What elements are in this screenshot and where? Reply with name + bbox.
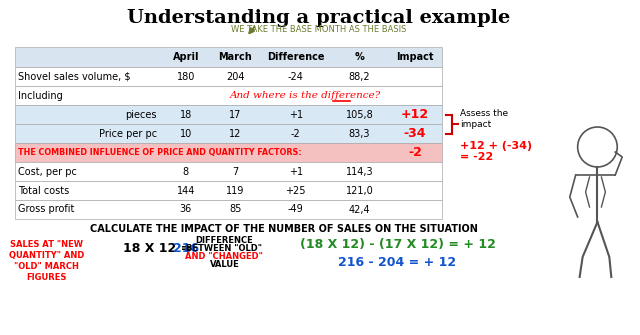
Text: 216 - 204 = + 12: 216 - 204 = + 12: [339, 256, 456, 269]
Text: = -22: = -22: [460, 152, 493, 162]
Text: April: April: [173, 52, 199, 62]
FancyBboxPatch shape: [15, 181, 442, 200]
Text: 10: 10: [180, 129, 192, 138]
Text: Understanding a practical example: Understanding a practical example: [127, 9, 510, 27]
Text: 17: 17: [229, 110, 241, 120]
Text: 114,3: 114,3: [346, 166, 373, 177]
FancyBboxPatch shape: [15, 143, 442, 162]
Text: +25: +25: [285, 186, 306, 196]
FancyBboxPatch shape: [15, 105, 442, 124]
Text: Gross profit: Gross profit: [17, 204, 74, 214]
Text: 105,8: 105,8: [346, 110, 373, 120]
Text: pieces: pieces: [125, 110, 157, 120]
Text: 42,4: 42,4: [349, 204, 371, 214]
Text: BETWEEN "OLD": BETWEEN "OLD": [186, 244, 262, 253]
Text: -24: -24: [288, 71, 303, 81]
Text: Cost, per pc: Cost, per pc: [17, 166, 76, 177]
Text: 204: 204: [226, 71, 244, 81]
FancyBboxPatch shape: [15, 67, 442, 86]
Text: 7: 7: [232, 166, 238, 177]
Text: 18: 18: [180, 110, 192, 120]
Text: DIFFERENCE: DIFFERENCE: [195, 236, 253, 245]
Text: %: %: [355, 52, 364, 62]
Text: +12 + (-34): +12 + (-34): [460, 141, 532, 151]
Text: 121,0: 121,0: [346, 186, 373, 196]
Text: 144: 144: [177, 186, 195, 196]
Text: 18 X 12 =: 18 X 12 =: [124, 242, 196, 255]
Text: Shovel sales volume, $: Shovel sales volume, $: [17, 71, 130, 81]
Text: (18 X 12) - (17 X 12) = + 12: (18 X 12) - (17 X 12) = + 12: [300, 238, 495, 251]
FancyBboxPatch shape: [15, 124, 442, 143]
Text: 36: 36: [180, 204, 192, 214]
Text: 8: 8: [183, 166, 189, 177]
Text: Including: Including: [17, 90, 62, 100]
Text: Assess the
impact: Assess the impact: [460, 109, 508, 129]
Text: 83,3: 83,3: [349, 129, 370, 138]
Text: 119: 119: [226, 186, 244, 196]
FancyBboxPatch shape: [15, 86, 442, 105]
Text: AND "CHANGED": AND "CHANGED": [186, 252, 263, 261]
Text: CALCULATE THE IMPACT OF THE NUMBER OF SALES ON THE SITUATION: CALCULATE THE IMPACT OF THE NUMBER OF SA…: [90, 224, 477, 234]
Text: Price per pc: Price per pc: [99, 129, 157, 138]
Text: Total costs: Total costs: [17, 186, 69, 196]
Text: -2: -2: [408, 146, 422, 159]
Text: WE TAKE THE BASE MONTH AS THE BASIS: WE TAKE THE BASE MONTH AS THE BASIS: [230, 25, 406, 34]
Text: 85: 85: [229, 204, 241, 214]
Text: And where is the difference?: And where is the difference?: [230, 91, 381, 100]
Text: +1: +1: [289, 110, 303, 120]
Text: 216: 216: [173, 242, 199, 255]
FancyBboxPatch shape: [15, 200, 442, 219]
Text: +1: +1: [289, 166, 303, 177]
Text: THE COMBINED INFLUENCE OF PRICE AND QUANTITY FACTORS:: THE COMBINED INFLUENCE OF PRICE AND QUAN…: [17, 148, 301, 157]
Text: Difference: Difference: [267, 52, 324, 62]
Text: Impact: Impact: [396, 52, 434, 62]
Circle shape: [578, 127, 617, 167]
Text: 88,2: 88,2: [349, 71, 371, 81]
FancyBboxPatch shape: [15, 162, 442, 181]
Text: 12: 12: [229, 129, 241, 138]
Text: March: March: [218, 52, 252, 62]
Text: -2: -2: [291, 129, 301, 138]
Text: VALUE: VALUE: [209, 260, 239, 269]
Text: -49: -49: [288, 204, 303, 214]
Text: +12: +12: [401, 108, 429, 121]
FancyBboxPatch shape: [15, 47, 442, 67]
Text: 180: 180: [177, 71, 195, 81]
Text: -34: -34: [404, 127, 426, 140]
Text: SALES AT "NEW
QUANTITY" AND
"OLD" MARCH
FIGURES: SALES AT "NEW QUANTITY" AND "OLD" MARCH …: [8, 240, 84, 282]
